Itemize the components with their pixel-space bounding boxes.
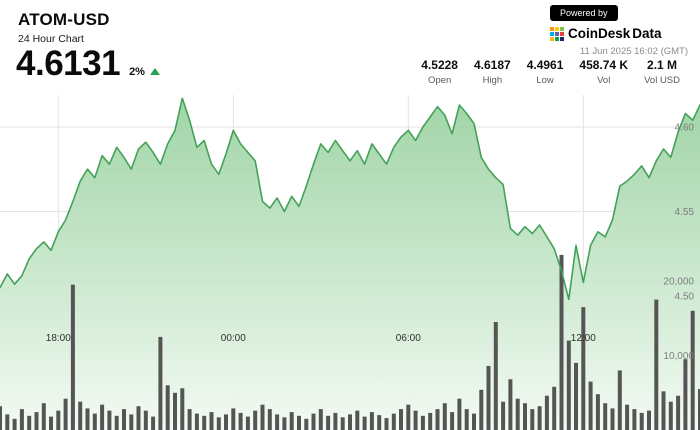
stat-high-value: 4.6187: [473, 58, 511, 72]
x-axis-time-label: 00:00: [221, 333, 246, 344]
stat-low: 4.4961 Low: [527, 58, 564, 86]
y-axis-price-label: 4.60: [675, 123, 695, 134]
logo-text-coindesk: CoinDesk: [568, 26, 631, 41]
y-axis-price-label: 4.50: [675, 292, 695, 303]
stat-low-value: 4.4961: [526, 58, 564, 72]
current-price: 4.6131: [16, 44, 121, 83]
price-area: [0, 98, 700, 430]
stat-vol-usd-label: Vol USD: [644, 75, 680, 86]
stat-high-label: High: [482, 75, 503, 86]
x-axis-time-label: 06:00: [396, 333, 421, 344]
logo-text-data: Data: [632, 26, 662, 41]
price-change: 2%: [129, 66, 160, 78]
arrow-up-icon: [149, 67, 160, 75]
x-axis-time-label: 12:00: [571, 333, 596, 344]
stat-high: 4.6187 High: [474, 58, 511, 86]
timestamp: 11 Jun 2025 16:02 (GMT): [579, 46, 688, 57]
stat-vol: 458.74 K Vol: [579, 58, 628, 86]
y-axis-volume-label: 20,000: [663, 277, 694, 288]
stat-vol-label: Vol: [597, 75, 611, 86]
stat-open-value: 4.5228: [421, 58, 458, 72]
axis-labels: 4.60 4.55 4.50 20,000 10,000 18:00 00:00 06:00 1…: [46, 123, 695, 363]
stat-open-label: Open: [428, 75, 452, 86]
y-axis-price-label: 4.55: [675, 207, 695, 218]
price-line: [0, 97, 700, 301]
stat-vol-usd: 2.1 M Vol USD: [644, 58, 680, 86]
chart-subtitle: 24 Hour Chart: [18, 33, 84, 45]
stat-low-label: Low: [536, 75, 554, 86]
powered-by-badge[interactable]: Powered by: [550, 5, 618, 21]
volume-bars: [0, 254, 700, 430]
x-axis-time-label: 18:00: [46, 333, 71, 344]
stat-open: 4.5228 Open: [421, 58, 458, 86]
coindesk-data-logo[interactable]: CoinDesk Data: [550, 26, 662, 41]
stats-row: 4.5228 Open 4.6187 High 4.4961 Low 458.7…: [421, 58, 680, 86]
coindesk-logo-icon: [550, 26, 564, 41]
stat-vol-value: 458.74 K: [579, 58, 629, 72]
symbol-title: ATOM-USD: [18, 10, 110, 29]
branding-block: Powered by CoinDesk Data 11 Jun 2025 16:…: [550, 5, 688, 57]
y-axis-volume-label: 10,000: [663, 351, 694, 362]
price-row: 4.6131 2%: [16, 44, 160, 83]
price-change-percent: 2%: [129, 65, 145, 78]
stat-vol-usd-value: 2.1 M: [647, 58, 678, 72]
header: ATOM-USD 24 Hour Chart: [18, 10, 110, 45]
